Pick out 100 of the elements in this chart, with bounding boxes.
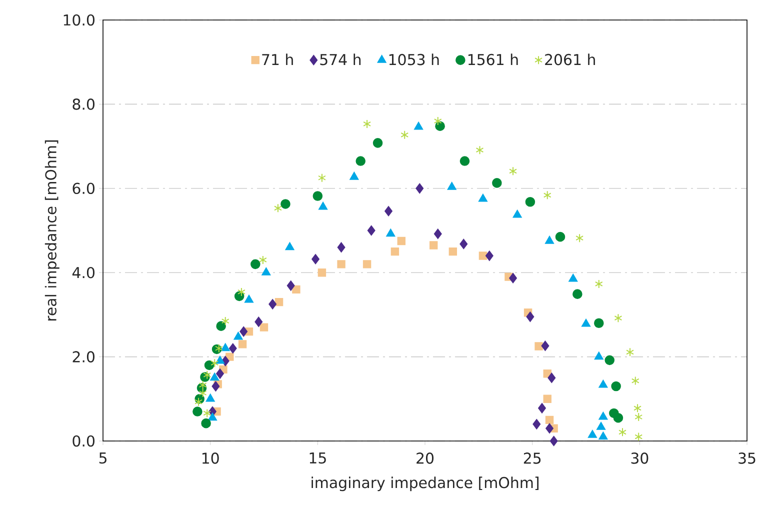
point [318, 202, 328, 210]
point [478, 194, 488, 202]
point [240, 326, 248, 337]
x-tick-label: 10 [202, 452, 219, 464]
point [280, 199, 290, 209]
point [384, 206, 392, 216]
point [460, 156, 470, 166]
legend-label: 1561 h [468, 54, 518, 66]
point [532, 419, 541, 430]
point [285, 242, 294, 250]
point [543, 190, 552, 200]
point [208, 412, 217, 421]
point [538, 403, 546, 414]
point [534, 342, 543, 350]
x-axis-title: imaginary impedance [mOhm] [312, 476, 539, 492]
point [260, 323, 268, 332]
y-tick-label: 2.0 [72, 351, 94, 362]
point [460, 238, 468, 250]
point [214, 344, 223, 353]
point [634, 404, 642, 413]
point [238, 340, 247, 348]
point [634, 432, 643, 442]
point [372, 138, 383, 148]
point [262, 267, 271, 276]
point [318, 173, 326, 182]
point [548, 372, 556, 383]
point [318, 268, 326, 277]
point [555, 232, 566, 242]
point [312, 254, 320, 264]
point [274, 204, 282, 213]
point [526, 312, 534, 322]
point [545, 416, 554, 424]
point [268, 299, 277, 310]
y-tick-label: 10.0 [64, 14, 94, 26]
point [429, 241, 438, 250]
point [192, 406, 202, 416]
point [362, 260, 372, 268]
point [221, 316, 230, 326]
point [618, 428, 626, 437]
point [203, 408, 212, 418]
point [598, 432, 608, 440]
y-tick-label: 4.0 [72, 266, 94, 278]
point [550, 436, 558, 446]
point [258, 255, 267, 264]
point [596, 422, 606, 430]
point [546, 423, 554, 434]
point [204, 360, 214, 370]
point [414, 122, 424, 130]
point [598, 412, 608, 420]
point [386, 228, 396, 237]
y-axis-title: real impedance [mOhm] [44, 140, 60, 321]
point [512, 210, 522, 218]
point [543, 394, 552, 403]
point [194, 397, 202, 406]
point [447, 182, 456, 190]
point [434, 116, 442, 126]
point [198, 380, 207, 390]
legend-label: 2061 h [545, 54, 595, 66]
point [198, 388, 207, 398]
point [594, 352, 604, 360]
point [485, 250, 494, 261]
point [588, 430, 597, 438]
point [604, 355, 615, 366]
point [216, 321, 226, 331]
y-tick-label: 0.0 [72, 435, 94, 447]
point [614, 314, 622, 323]
point [509, 166, 517, 176]
point [216, 356, 224, 364]
point [254, 316, 263, 327]
point [367, 225, 376, 236]
point [572, 289, 582, 299]
point [390, 247, 400, 256]
point [228, 343, 237, 354]
y-tick-label: 8.0 [72, 98, 94, 110]
point [634, 412, 643, 422]
x-tick-label: 20 [416, 452, 434, 464]
x-tick-label: 35 [738, 452, 756, 464]
x-tick-label: 25 [524, 452, 541, 464]
point [611, 381, 621, 392]
point [613, 412, 624, 423]
point [525, 196, 536, 207]
point [594, 318, 604, 328]
point [582, 318, 590, 327]
point [274, 298, 284, 306]
y-tick-label: 6.0 [72, 182, 94, 194]
legend-label: 71 h [262, 54, 293, 66]
point [206, 394, 215, 402]
point [545, 236, 554, 244]
point [568, 274, 578, 282]
point [435, 121, 445, 131]
point [234, 332, 243, 340]
point [434, 228, 442, 239]
point [448, 247, 458, 256]
point [416, 183, 424, 194]
point [400, 130, 409, 140]
point [598, 380, 608, 388]
point [576, 234, 584, 243]
point [594, 279, 603, 288]
point [397, 236, 406, 246]
point [626, 348, 634, 357]
